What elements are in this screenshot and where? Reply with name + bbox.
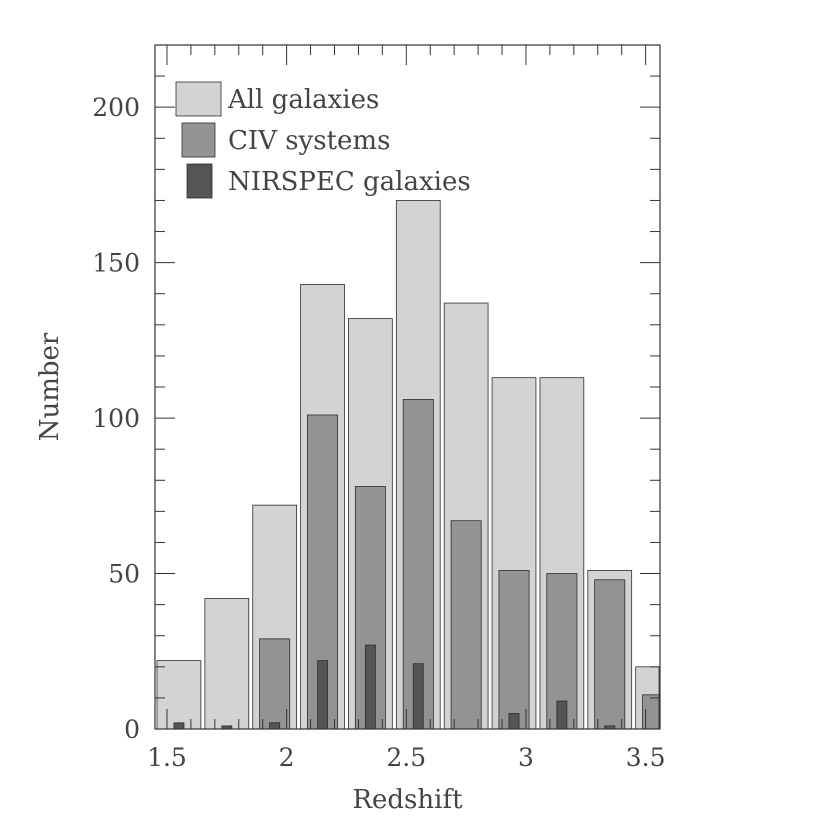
bar-civ-systems-7 (498, 570, 530, 730)
x-tick-label: 1.5 (147, 743, 187, 772)
bar-civ-systems-6 (450, 520, 482, 730)
legend-label-civ-systems: CIV systems (228, 126, 390, 156)
bar-nirspec-galaxies-8 (556, 700, 568, 730)
x-tick-label: 2.5 (386, 743, 426, 772)
y-tick-label: 150 (92, 249, 140, 278)
bar-nirspec-galaxies-2 (269, 722, 281, 730)
legend-swatch-all-galaxies (175, 81, 222, 117)
legend-swatch-nirspec-galaxies (186, 163, 213, 199)
legend-label-all-galaxies: All galaxies (227, 85, 379, 115)
x-tick-label: 3.5 (626, 743, 666, 772)
bar-nirspec-galaxies-3 (317, 660, 328, 730)
legend-label-nirspec-galaxies: NIRSPEC galaxies (228, 167, 471, 197)
legend-swatch-civ-systems (181, 122, 216, 158)
bar-civ-systems-10 (642, 694, 660, 730)
tick-labels-layer: 1.5 2 2.5 3 3.5 0 50 100 150 200 (92, 93, 665, 772)
y-axis-title: Number (35, 332, 65, 441)
bar-civ-systems-2 (259, 638, 291, 730)
x-axis-title: Redshift (352, 785, 463, 815)
y-tick-label: 50 (108, 560, 140, 589)
legend: All galaxies CIV systems NIRSPEC galaxies (175, 81, 471, 199)
bar-civ-systems-9 (594, 579, 626, 730)
bar-nirspec-galaxies-4 (364, 644, 376, 730)
bar-nirspec-galaxies-7 (508, 713, 520, 730)
plot-frame (154, 44, 661, 730)
y-tick-label: 100 (92, 404, 140, 433)
y-tick-label: 200 (92, 93, 140, 122)
x-tick-label: 3 (518, 743, 534, 772)
bars-layer (156, 200, 660, 730)
bar-all-galaxies-1 (204, 598, 250, 730)
bar-nirspec-galaxies-0 (173, 722, 185, 730)
y-tick-label: 0 (124, 715, 140, 744)
bar-all-galaxies-0 (156, 660, 202, 730)
x-tick-label: 2 (279, 743, 295, 772)
bar-nirspec-galaxies-5 (412, 663, 424, 730)
